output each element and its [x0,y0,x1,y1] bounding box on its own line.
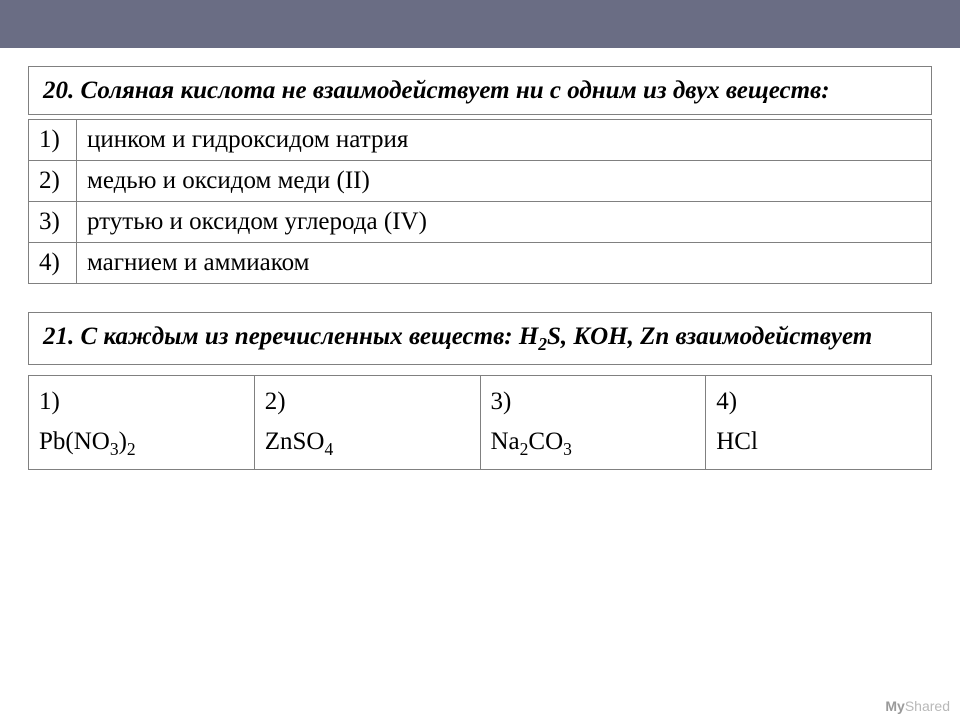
option-number: 4) [716,382,921,422]
option-number: 3) [29,202,77,243]
option-cell: 2) ZnSO4 [254,376,480,470]
option-cell: 1) Pb(NO3)2 [29,376,255,470]
option-text: магнием и аммиаком [77,243,932,284]
table-row: 1) цинком и гидроксидом натрия [29,120,932,161]
question-21-text-part2: S, KOH, Zn взаимодействует [547,323,872,350]
content-area: 20. Соляная кислота не взаимодействует н… [0,48,960,470]
option-number: 3) [491,382,696,422]
option-formula: Pb(NO3)2 [39,422,244,463]
watermark-shared: Shared [905,698,950,714]
watermark-my: My [885,698,904,714]
question-21-options: 1) Pb(NO3)2 2) ZnSO4 3) Na2CO3 4) [28,375,932,470]
option-cell: 3) Na2CO3 [480,376,706,470]
table-row: 4) магнием и аммиаком [29,243,932,284]
option-number: 2) [265,382,470,422]
option-formula: Na2CO3 [491,422,696,463]
option-text: цинком и гидроксидом натрия [77,120,932,161]
question-21-text-part1: 21. С каждым из перечисленных веществ: H [43,323,538,350]
option-cell: 4) HCl [706,376,932,470]
option-number: 1) [29,120,77,161]
watermark: MyShared [885,698,950,714]
table-row: 3) ртутью и оксидом углерода (IV) [29,202,932,243]
table-row: 2) медью и оксидом меди (II) [29,161,932,202]
option-text: медью и оксидом меди (II) [77,161,932,202]
question-20-options: 1) цинком и гидроксидом натрия 2) медью … [28,119,932,284]
subscript: 2 [538,334,547,354]
option-text: ртутью и оксидом углерода (IV) [77,202,932,243]
option-formula: ZnSO4 [265,422,470,463]
question-20-prompt: 20. Соляная кислота не взаимодействует н… [28,66,932,115]
table-row: 1) Pb(NO3)2 2) ZnSO4 3) Na2CO3 4) [29,376,932,470]
option-formula: HCl [716,422,921,462]
top-bar [0,0,960,48]
option-number: 4) [29,243,77,284]
question-21-prompt: 21. С каждым из перечисленных веществ: H… [28,312,932,365]
option-number: 1) [39,382,244,422]
option-number: 2) [29,161,77,202]
question-20-text: 20. Соляная кислота не взаимодействует н… [43,77,830,104]
